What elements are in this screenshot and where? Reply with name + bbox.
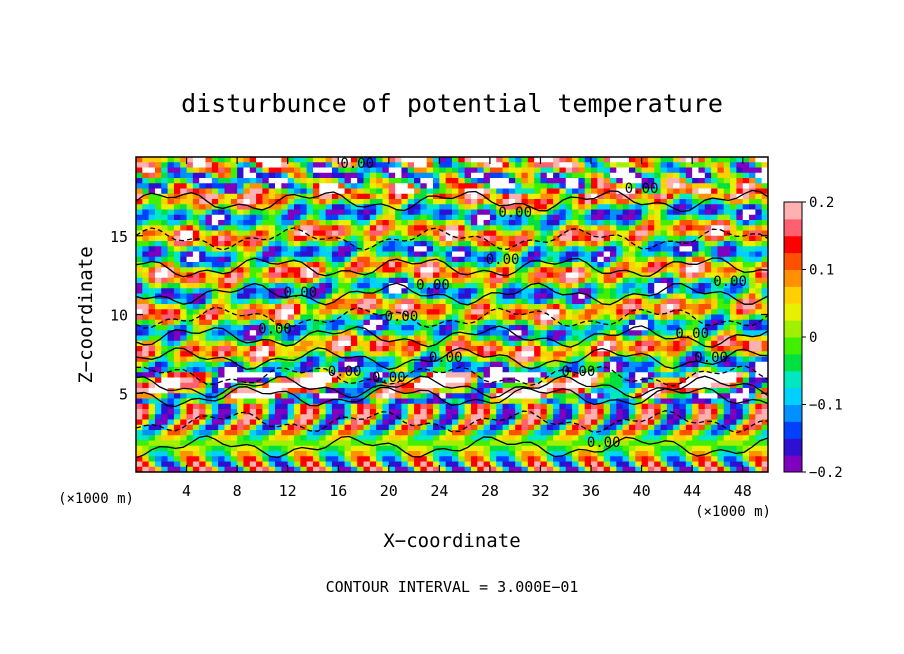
- x-tick-label: 44: [683, 482, 701, 500]
- contour-label: 0.00: [694, 350, 728, 366]
- contour-label: 0.00: [675, 326, 709, 342]
- colorbar-swatch: [784, 438, 802, 456]
- x-axis-label: X−coordinate: [383, 530, 520, 552]
- colorbar: 0.2 0.1 0 −0.1 −0.2: [783, 195, 843, 481]
- colorbar-swatch: [784, 387, 802, 406]
- y-axis-unit: (×1000 m): [58, 491, 134, 507]
- x-tick-label: 36: [582, 482, 600, 500]
- y-axis-ticks: 5 10 15: [110, 228, 768, 403]
- contour-label: 0.00: [429, 350, 463, 366]
- contour-label: 0.00: [416, 277, 450, 293]
- contour-label: 0.00: [625, 181, 659, 197]
- contour-labels: 0.00 0.00 0.00 0.00 0.00 0.00 0.00 0.00 0.00 0.00…: [258, 156, 747, 451]
- colorbar-swatch: [784, 421, 802, 439]
- colorbar-swatch: [784, 286, 802, 304]
- x-tick-label: 12: [279, 482, 297, 500]
- colorbar-swatch: [784, 320, 802, 338]
- x-axis-unit: (×1000 m): [695, 504, 771, 520]
- x-tick-label: 32: [531, 482, 549, 500]
- x-tick-label: 24: [430, 482, 448, 500]
- contour-interval-note: CONTOUR INTERVAL = 3.000E−01: [326, 578, 579, 596]
- colorbar-tick-label: 0.1: [809, 263, 834, 279]
- x-tick-label: 4: [182, 482, 191, 500]
- colorbar-swatch: [784, 370, 802, 389]
- colorbar-swatch: [784, 269, 802, 287]
- contour-label: 0.00: [498, 205, 532, 221]
- x-tick-label: 28: [481, 482, 499, 500]
- colorbar-tick-label: −0.1: [809, 398, 843, 414]
- y-axis-label: Z−coordinate: [75, 246, 97, 383]
- heatmap-field: [136, 157, 768, 472]
- x-tick-label: 8: [233, 482, 242, 500]
- y-tick-label: 15: [110, 228, 128, 246]
- colorbar-tick-label: 0.2: [809, 195, 834, 211]
- colorbar-swatch: [784, 455, 802, 473]
- colorbar-swatch: [784, 303, 802, 321]
- x-tick-label: 40: [633, 482, 651, 500]
- contour-label: 0.00: [562, 364, 596, 380]
- x-axis-ticks: 4 8 12 16 20 24 28 32 36 40 44 48: [182, 157, 752, 500]
- contour-label: 0.00: [587, 435, 621, 451]
- x-tick-label: 20: [380, 482, 398, 500]
- colorbar-swatch: [784, 218, 802, 237]
- colorbar-tick-label: −0.2: [809, 465, 843, 481]
- colorbar-swatch: [784, 235, 802, 254]
- colorbar-swatch: [784, 252, 802, 271]
- contour-label: 0.00: [486, 252, 520, 268]
- contour-label: 0.00: [283, 285, 317, 301]
- contour-label: 0.00: [258, 321, 292, 337]
- y-tick-label: 10: [110, 307, 128, 325]
- colorbar-swatch: [784, 404, 802, 422]
- colorbar-swatch: [784, 353, 802, 372]
- contour-label: 0.00: [713, 274, 747, 290]
- contour-label: 0.00: [372, 370, 406, 386]
- y-tick-label: 5: [119, 385, 128, 403]
- x-tick-label: 16: [329, 482, 347, 500]
- x-tick-label: 48: [734, 482, 752, 500]
- chart-title: disturbunce of potential temperature: [181, 89, 723, 118]
- colorbar-tick-label: 0: [809, 330, 817, 346]
- contour-label: 0.00: [328, 364, 362, 380]
- contour-label: 0.00: [385, 309, 419, 325]
- colorbar-swatch: [784, 202, 802, 220]
- colorbar-swatch: [784, 337, 802, 355]
- contour-label: 0.00: [340, 156, 374, 172]
- contour-lines: [136, 189, 768, 459]
